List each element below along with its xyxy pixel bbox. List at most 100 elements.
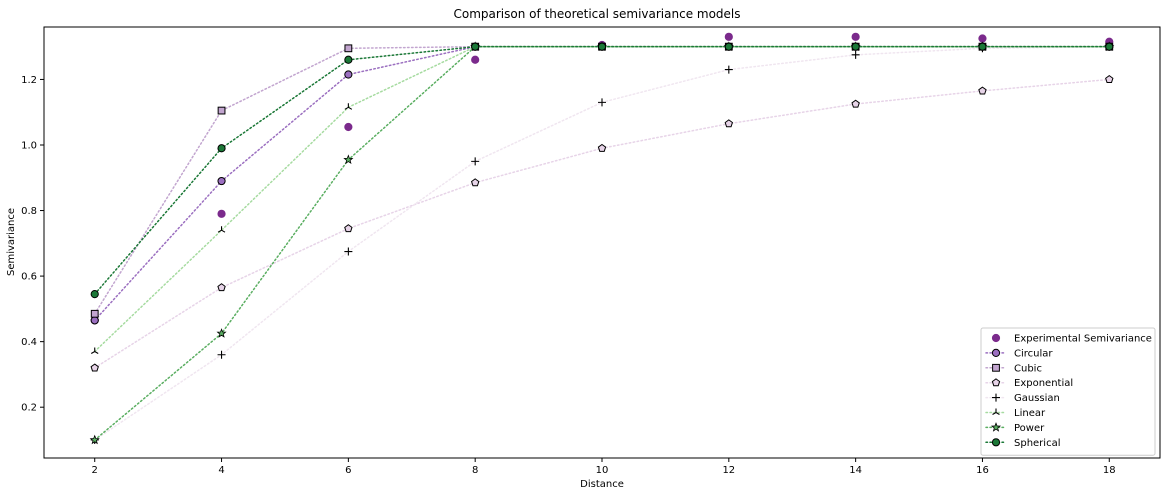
series-line <box>93 45 1111 295</box>
data-point <box>471 157 480 166</box>
y-tick-label: 0.4 <box>21 337 37 348</box>
data-point <box>344 247 353 256</box>
data-point <box>990 422 1002 432</box>
data-point <box>992 408 1000 415</box>
x-tick-label: 8 <box>472 465 478 476</box>
data-point <box>724 32 733 41</box>
series-experimental-semivariance <box>90 32 1114 325</box>
data-point <box>216 328 227 338</box>
data-point <box>597 143 607 152</box>
legend: Experimental Semivariance Circular Cubic Ex… <box>980 327 1156 456</box>
legend-item: Circular <box>985 348 1053 359</box>
y-tick-label: 1.2 <box>21 75 37 86</box>
legend-item: Experimental Semivariance <box>991 333 1152 345</box>
data-point <box>991 378 1001 387</box>
data-point <box>851 99 860 108</box>
data-point <box>217 350 226 359</box>
legend-item: Gaussian <box>985 393 1060 404</box>
data-point <box>344 122 353 132</box>
legend-label: Gaussian <box>1014 393 1060 404</box>
data-point <box>724 119 734 128</box>
data-point <box>344 70 353 79</box>
y-axis-label: Semivariance <box>6 208 17 276</box>
legend-label: Cubic <box>1014 363 1042 374</box>
data-point <box>724 42 733 51</box>
data-point <box>991 333 1001 343</box>
data-point <box>598 98 606 107</box>
data-point <box>992 363 1000 372</box>
legend-label: Power <box>1014 423 1045 434</box>
data-point <box>1105 42 1114 51</box>
data-point <box>90 290 99 299</box>
legend-label: Circular <box>1014 348 1053 359</box>
y-axis: 0.2 0.4 0.6 0.8 1.0 1.2 <box>21 75 44 414</box>
y-tick-label: 0.2 <box>21 403 37 414</box>
data-point <box>991 438 1001 447</box>
data-point <box>978 34 987 43</box>
data-point <box>724 65 733 74</box>
legend-label: Experimental Semivariance <box>1014 334 1152 345</box>
series-line <box>93 78 1111 369</box>
data-point <box>217 176 226 186</box>
data-point <box>851 42 860 51</box>
y-tick-label: 1.0 <box>21 140 37 151</box>
x-axis-label: Distance <box>580 479 624 490</box>
x-tick-label: 6 <box>345 465 351 476</box>
data-point <box>344 44 353 53</box>
data-point <box>978 86 987 95</box>
x-tick-label: 4 <box>218 465 224 476</box>
legend-item: Spherical <box>985 438 1060 449</box>
x-axis: 2 4 6 8 10 12 14 16 18 <box>92 458 1116 476</box>
data-point <box>343 154 354 165</box>
data-point <box>217 226 226 233</box>
data-point <box>991 348 1001 357</box>
legend-label: Spherical <box>1014 438 1060 449</box>
data-point <box>992 393 1000 402</box>
series-gaussian <box>90 42 1114 444</box>
x-tick-label: 16 <box>976 465 989 476</box>
series-spherical <box>90 42 1114 299</box>
series-line <box>93 45 1111 315</box>
data-point <box>978 42 987 51</box>
data-point <box>471 42 480 51</box>
series-line <box>93 45 1111 322</box>
data-point <box>597 42 607 51</box>
legend-label: Exponential <box>1014 378 1073 389</box>
x-tick-label: 14 <box>849 465 862 476</box>
series-exponential <box>90 75 1114 372</box>
legend-item: Exponential <box>985 378 1073 389</box>
data-point <box>89 434 100 445</box>
x-tick-label: 12 <box>722 465 735 476</box>
data-point <box>217 106 226 115</box>
data-point <box>471 55 480 64</box>
legend-item: Linear <box>985 408 1046 419</box>
x-tick-label: 18 <box>1103 465 1116 476</box>
y-tick-label: 0.8 <box>21 206 37 217</box>
legend-item: Cubic <box>985 363 1042 374</box>
y-tick-label: 0.6 <box>21 272 37 283</box>
data-point <box>851 32 860 41</box>
plot-area <box>89 32 1115 445</box>
data-point <box>90 363 99 372</box>
data-point <box>217 283 226 292</box>
data-point <box>90 309 99 318</box>
series-linear <box>90 42 1114 354</box>
data-point <box>344 103 353 110</box>
data-point <box>470 178 480 187</box>
data-point <box>217 144 226 153</box>
series-line <box>93 45 1111 353</box>
data-point <box>851 50 860 59</box>
data-point <box>344 55 353 64</box>
legend-label: Linear <box>1014 408 1046 419</box>
data-point <box>344 224 353 233</box>
x-tick-label: 2 <box>92 465 98 476</box>
data-point <box>90 316 99 325</box>
x-tick-label: 10 <box>596 465 609 476</box>
legend-box <box>980 327 1156 456</box>
data-point <box>90 347 99 354</box>
data-point <box>1105 75 1114 84</box>
chart-title: Comparison of theoretical semivariance m… <box>453 7 740 21</box>
series-circular <box>90 42 1114 325</box>
